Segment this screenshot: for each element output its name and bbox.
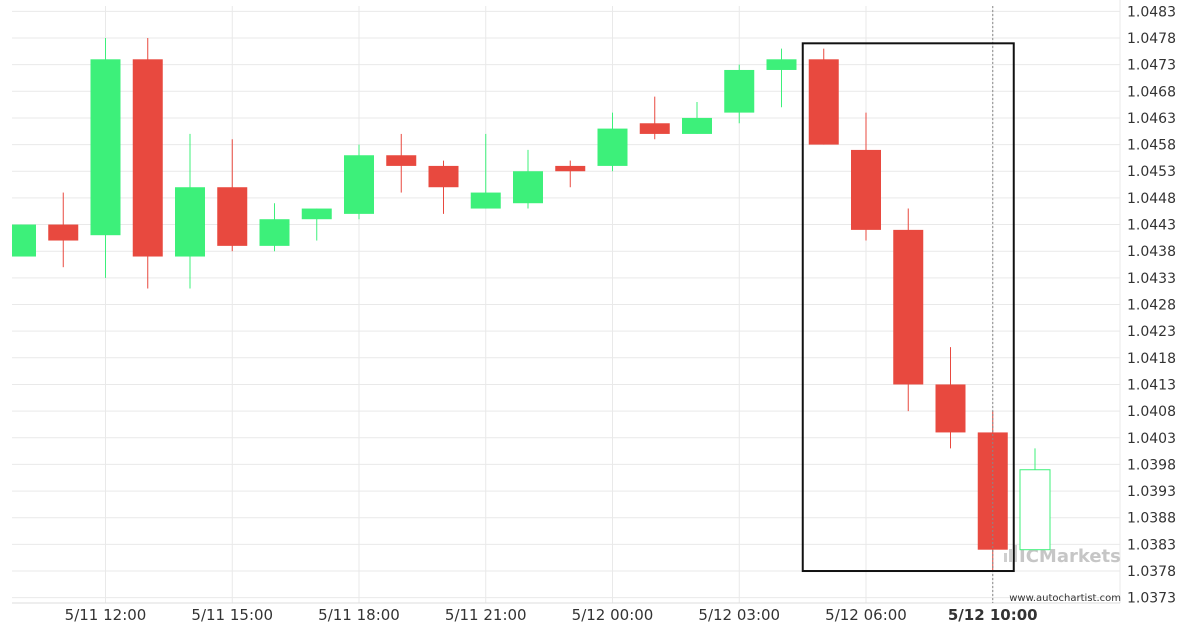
candle-body: [893, 229, 924, 385]
y-tick-label: 1.0453: [1127, 164, 1176, 180]
pattern-highlight-box: [801, 42, 1015, 573]
candle-body: [555, 165, 586, 172]
x-tick-label: 5/11 15:00: [191, 606, 273, 624]
candle-body: [132, 59, 163, 257]
candle-body: [597, 128, 628, 166]
y-tick-label: 1.0483: [1127, 4, 1176, 20]
candle-body: [513, 171, 543, 204]
y-tick-label: 1.0443: [1127, 218, 1176, 234]
y-tick-label: 1.0458: [1127, 138, 1176, 154]
candle-body: [12, 224, 36, 257]
y-tick-label: 1.0438: [1127, 244, 1176, 260]
y-tick-label: 1.0393: [1127, 484, 1176, 500]
y-tick-label: 1.0378: [1127, 564, 1176, 580]
source-url-text: www.autochartist.com: [1009, 593, 1121, 604]
candle-body: [217, 187, 248, 246]
candle-body: [428, 165, 459, 188]
y-tick-label: 1.0473: [1127, 58, 1176, 74]
candle-body: [301, 208, 332, 220]
y-tick-label: 1.0418: [1127, 351, 1176, 367]
x-tick-label: 5/12 10:00: [948, 606, 1038, 624]
y-tick-label: 1.0428: [1127, 298, 1176, 314]
x-tick-label: 5/11 21:00: [445, 606, 527, 624]
axis-layer: 1.0483 1.0478 1.0473 1.0468 1.0463 1.0458 1.04…: [65, 4, 1176, 624]
candle-layer: [12, 37, 1051, 572]
candle-body: [344, 155, 374, 214]
y-tick-label: 1.0398: [1127, 457, 1176, 473]
x-tick-label: 5/12 03:00: [698, 606, 780, 624]
candle-body: [724, 69, 755, 113]
y-tick-label: 1.0403: [1127, 431, 1176, 447]
y-tick-label: 1.0463: [1127, 111, 1176, 127]
candle-body: [682, 117, 712, 134]
x-tick-label: 5/11 12:00: [65, 606, 147, 624]
y-tick-label: 1.0373: [1127, 591, 1176, 607]
grid-layer: [12, 0, 1121, 604]
x-tick-label: 5/12 06:00: [825, 606, 907, 624]
candle-body: [259, 219, 290, 246]
y-tick-label: 1.0413: [1127, 377, 1176, 393]
candle-body: [851, 149, 881, 230]
y-tick-label: 1.0383: [1127, 537, 1176, 553]
candle-body-current: [1019, 469, 1051, 551]
watermark-logo-icon: [1004, 545, 1017, 562]
watermark-text: ICMarkets: [1019, 546, 1121, 567]
x-tick-label: 5/12 00:00: [572, 606, 654, 624]
candle-body: [808, 59, 839, 145]
y-tick-label: 1.0408: [1127, 404, 1176, 420]
y-tick-label: 1.0388: [1127, 511, 1176, 527]
candle-body: [175, 187, 205, 257]
candle-body: [639, 123, 670, 134]
overlay-layer: [801, 6, 1015, 603]
x-tick-label: 5/11 18:00: [318, 606, 400, 624]
y-tick-label: 1.0468: [1127, 84, 1176, 100]
candle-body: [935, 384, 966, 433]
candle-body: [470, 192, 501, 209]
y-tick-label: 1.0478: [1127, 31, 1176, 47]
candle-body: [766, 59, 797, 70]
candle-body: [386, 155, 417, 166]
candle-body: [48, 224, 79, 241]
candle-body: [90, 59, 121, 236]
y-tick-label: 1.0423: [1127, 324, 1176, 340]
y-tick-label: 1.0433: [1127, 271, 1176, 287]
watermark: ICMarkets: [1004, 545, 1121, 567]
y-tick-label: 1.0448: [1127, 191, 1176, 207]
